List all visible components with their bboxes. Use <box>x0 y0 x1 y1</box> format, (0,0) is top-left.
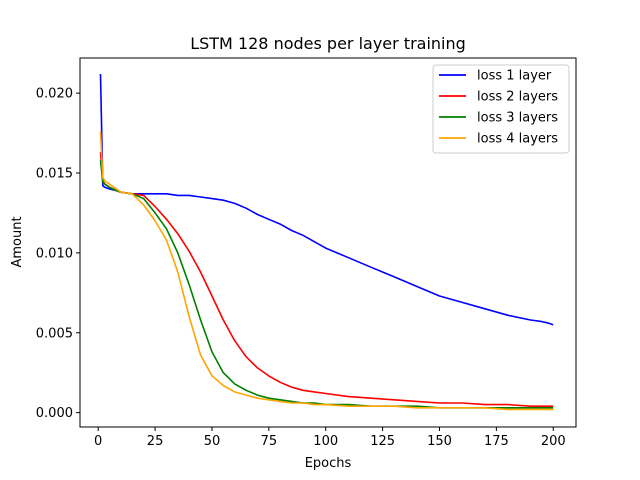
legend-label: loss 1 layer <box>477 69 552 84</box>
legend-box <box>432 64 570 154</box>
x-tick-label: 150 <box>427 434 452 449</box>
x-tick-label: 75 <box>261 434 278 449</box>
x-tick-label: 175 <box>484 434 509 449</box>
axis-ticks: 0 25 50 75 100 125 150 175 200 0.000 0.005 0.010 0.0… <box>36 87 566 449</box>
legend-label: loss 4 layers <box>477 132 558 147</box>
plot-frame <box>79 57 577 428</box>
chart-title: LSTM 128 nodes per layer training <box>190 34 466 53</box>
x-axis-label: Epochs <box>305 456 352 471</box>
legend-label: loss 2 layers <box>477 90 558 105</box>
x-tick-label: 0 <box>94 434 102 449</box>
legend: loss 1 layer loss 2 layers loss 3 layers lo… <box>432 64 570 154</box>
y-tick-label: 0.000 <box>36 406 73 421</box>
x-tick-label: 50 <box>204 434 221 449</box>
y-axis-label: Amount <box>10 216 25 267</box>
x-tick-label: 125 <box>370 434 395 449</box>
y-tick-label: 0.010 <box>36 246 73 261</box>
y-tick-label: 0.015 <box>36 167 73 182</box>
x-tick-label: 100 <box>313 434 338 449</box>
y-tick-label: 0.005 <box>36 326 73 341</box>
x-tick-label: 25 <box>147 434 164 449</box>
series-line-4 <box>99 131 554 411</box>
legend-label: loss 3 layers <box>477 111 558 126</box>
x-tick-label: 200 <box>541 434 566 449</box>
y-tick-label: 0.020 <box>36 87 73 102</box>
series-lines <box>99 73 554 411</box>
